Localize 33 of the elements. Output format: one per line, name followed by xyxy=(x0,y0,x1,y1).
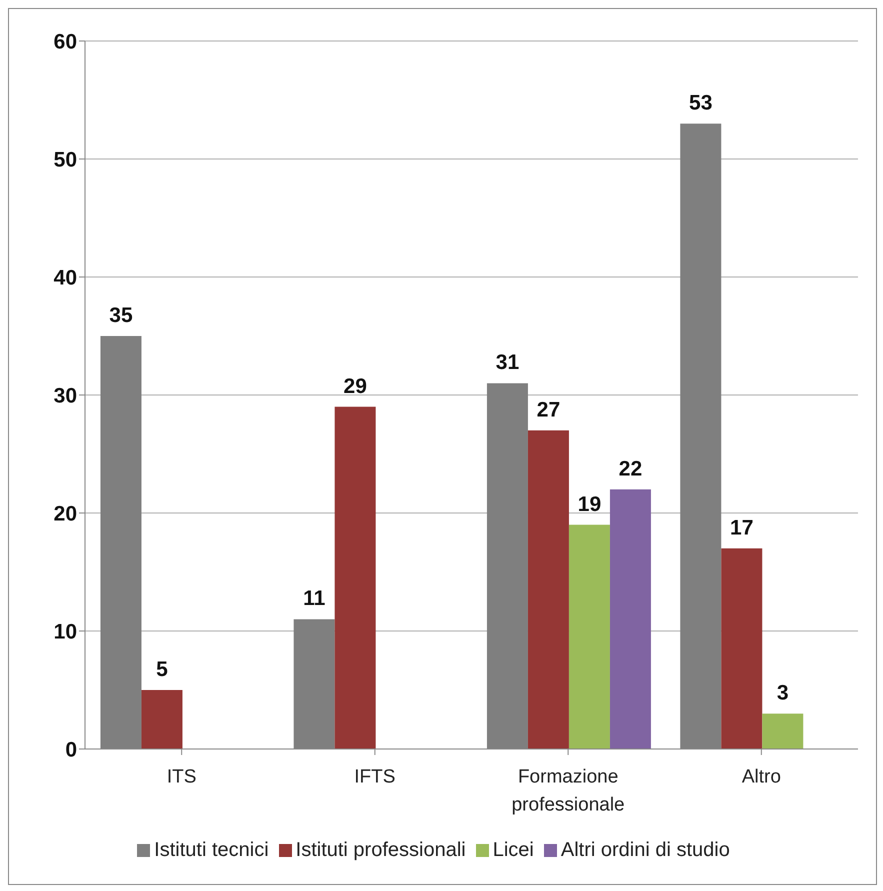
x-tick-label: IFTS xyxy=(354,766,396,788)
y-tick-label: 0 xyxy=(65,738,77,762)
y-tick-label: 10 xyxy=(54,620,77,644)
data-label: 31 xyxy=(496,351,520,374)
y-tick-label: 20 xyxy=(54,502,77,526)
y-tick-label: 60 xyxy=(54,30,77,54)
y-tick-label: 50 xyxy=(54,148,77,172)
data-label: 3 xyxy=(776,682,789,705)
x-tick-label: Formazione professionale xyxy=(512,766,625,816)
x-tick-label: Altro xyxy=(742,766,781,788)
legend-label: Istituti professionali xyxy=(296,839,466,861)
y-tick-label: 40 xyxy=(54,266,77,290)
bar xyxy=(334,406,376,749)
data-label: 17 xyxy=(730,516,754,540)
data-label: 27 xyxy=(536,398,560,422)
data-label: 29 xyxy=(344,374,367,398)
bar xyxy=(610,489,651,749)
data-label: 22 xyxy=(618,457,642,480)
data-label: 11 xyxy=(303,587,326,610)
legend-label: Istituti tecnici xyxy=(154,839,269,861)
bar xyxy=(721,548,762,749)
bar xyxy=(141,690,182,749)
y-tick-label: 30 xyxy=(54,384,77,408)
legend-label: Altri ordini di studio xyxy=(560,839,730,861)
x-tick-label: ITS xyxy=(166,766,196,788)
data-label: 35 xyxy=(109,304,133,327)
legend-label: Licei xyxy=(492,839,534,861)
data-label: 5 xyxy=(156,658,168,681)
data-label: 53 xyxy=(689,92,712,115)
bar xyxy=(568,524,610,749)
data-label: 19 xyxy=(578,492,602,516)
bar xyxy=(762,714,804,749)
bar xyxy=(528,430,569,749)
